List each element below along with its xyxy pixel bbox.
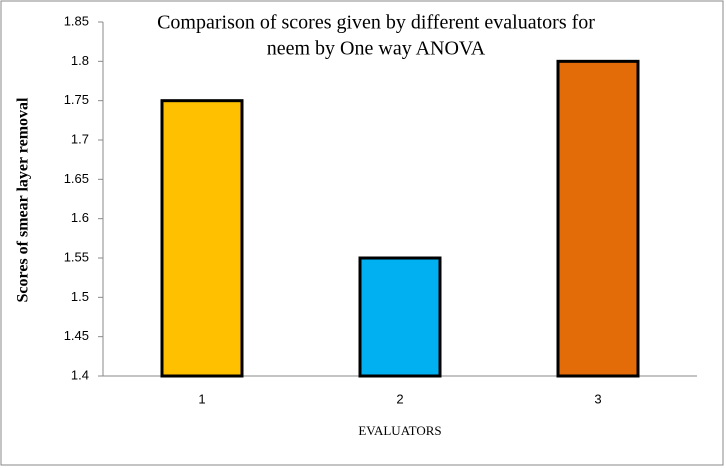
bar bbox=[358, 256, 442, 378]
y-tick-label: 1.45 bbox=[64, 328, 89, 343]
bar bbox=[160, 99, 244, 378]
y-tick-label: 1.55 bbox=[64, 249, 89, 264]
chart-title: Comparison of scores given by different … bbox=[157, 12, 595, 34]
bar bbox=[556, 59, 640, 378]
y-tick-label: 1.6 bbox=[71, 210, 89, 225]
x-axis-label: EVALUATORS bbox=[358, 423, 441, 438]
y-tick-label: 1.4 bbox=[71, 367, 89, 382]
y-tick-label: 1.75 bbox=[64, 92, 89, 107]
y-tick-label: 1.8 bbox=[71, 53, 89, 68]
y-tick-label: 1.7 bbox=[71, 131, 89, 146]
y-tick-label: 1.5 bbox=[71, 289, 89, 304]
chart-title: neem by One way ANOVA bbox=[267, 38, 486, 60]
x-tick-label: 2 bbox=[396, 391, 403, 406]
x-tick-label: 1 bbox=[198, 391, 205, 406]
y-tick-label: 1.65 bbox=[64, 171, 89, 186]
y-axis-label: Scores of smear layer removal bbox=[15, 97, 32, 303]
y-tick-label: 1.85 bbox=[64, 13, 89, 28]
x-tick-label: 3 bbox=[594, 391, 601, 406]
